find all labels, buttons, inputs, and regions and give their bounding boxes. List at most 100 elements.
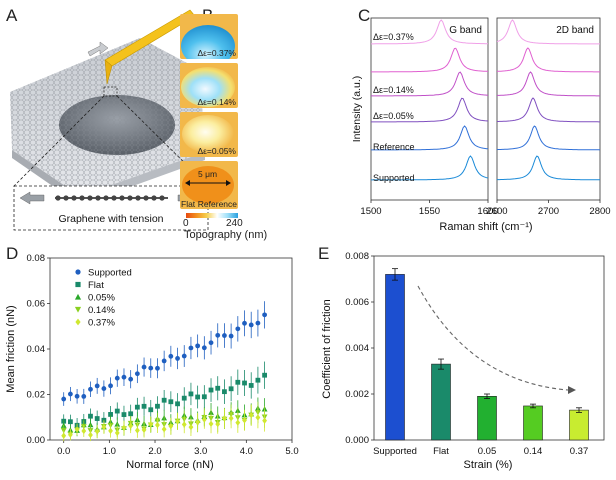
friction-point-1-14 (155, 403, 160, 409)
raman-series-label-4: Supported (373, 173, 415, 183)
friction-point-1-1 (67, 419, 73, 425)
friction-point-1-17 (175, 401, 180, 407)
panel-label-a: A (6, 6, 18, 25)
topo-tile-005: Δε=0.05% (180, 112, 238, 157)
cof-xtick-label-0: Supported (373, 446, 417, 457)
topo-tile-014: Δε=0.14% (180, 63, 238, 108)
strain-label-005: Δε=0.05% (197, 146, 236, 156)
friction-point-4-10 (128, 422, 134, 430)
panel-label-e: E (318, 244, 330, 263)
friction-xtick-label-2: 2.0 (148, 446, 161, 457)
friction-point-0-6 (101, 386, 107, 391)
friction-point-1-18 (181, 395, 187, 401)
friction-point-4-25 (228, 415, 234, 422)
graphene-tension-label: Graphene with tension (58, 213, 163, 225)
friction-point-4-18 (181, 421, 187, 428)
friction-point-4-27 (242, 417, 247, 424)
friction-point-0-13 (148, 365, 154, 371)
raman-trace-0-037 (371, 19, 488, 45)
raman-series-label-0: Δε=0.37% (373, 32, 414, 42)
friction-ytick-label-3: 0.06 (27, 299, 46, 310)
friction-legend-marker-3 (74, 306, 82, 313)
friction-legend-label-4: 0.37% (88, 318, 115, 329)
topography-colorbar (186, 213, 238, 218)
friction-point-0-4 (88, 386, 93, 392)
friction-point-4-20 (195, 418, 201, 426)
friction-point-4-14 (155, 421, 160, 429)
friction-point-4-0 (61, 432, 67, 439)
friction-point-0-3 (81, 394, 87, 399)
friction-point-4-22 (208, 420, 214, 428)
raman-trace-1-005 (497, 71, 600, 97)
friction-point-0-5 (94, 383, 100, 389)
friction-point-0-19 (188, 345, 194, 351)
friction-point-4-21 (201, 416, 207, 423)
raman-trace-0-005 (371, 71, 489, 97)
raman-series-label-3: Reference (373, 142, 415, 152)
cof-xtick-label-3: 0.14 (524, 446, 543, 457)
friction-point-4-26 (235, 419, 241, 426)
cof-bar-0 (385, 274, 405, 441)
friction-point-0-20 (195, 343, 201, 349)
friction-point-0-18 (181, 353, 187, 359)
friction-ytick-label-0: 0.00 (27, 435, 46, 446)
friction-point-0-10 (128, 376, 134, 382)
cof-xtick-label-4: 0.37 (570, 446, 589, 457)
friction-point-4-11 (134, 427, 140, 434)
raman-trace-0-014 (371, 47, 489, 73)
cof-bar-4 (569, 409, 589, 441)
topo-tile-reference: 5 μm Flat Reference (180, 161, 238, 209)
friction-legend-marker-1 (75, 281, 81, 288)
cof-ylabel: Coefficient of friction (321, 299, 333, 398)
friction-point-1-25 (228, 386, 234, 392)
friction-point-0-11 (134, 371, 140, 377)
friction-legend-label-1: Flat (88, 280, 104, 291)
friction-point-0-2 (74, 393, 80, 399)
raman-xtick-label-1-0: 2600 (486, 206, 507, 217)
friction-point-4-13 (148, 421, 154, 428)
raman-trace-1-037 (496, 19, 600, 45)
scale-bar-label: 5 μm (198, 169, 218, 179)
friction-point-4-16 (168, 422, 174, 430)
friction-point-1-19 (188, 391, 194, 397)
friction-point-4-28 (248, 411, 254, 419)
friction-point-0-26 (235, 326, 241, 332)
raman-xtick-label-1-2: 2800 (589, 206, 610, 217)
friction-point-1-24 (222, 389, 227, 395)
raman-trace-1-014 (496, 47, 600, 73)
friction-xtick-label-1: 1.0 (103, 446, 116, 457)
friction-point-1-5 (94, 416, 100, 421)
graphene-chain (55, 195, 168, 201)
raman-subplot-title-0: G band (449, 25, 482, 36)
friction-point-0-14 (155, 365, 160, 371)
raman-trace-1-reference (496, 125, 601, 151)
friction-point-1-13 (148, 407, 154, 413)
friction-xtick-label-5: 5.0 (285, 446, 298, 457)
raman-ylabel: Intensity (a.u.) (351, 76, 363, 143)
raman-frame-1 (496, 17, 601, 201)
friction-point-0-23 (215, 332, 221, 338)
trend-arrow-head (568, 386, 576, 394)
raman-series-label-2: Δε=0.05% (373, 111, 414, 121)
friction-point-1-4 (88, 413, 93, 419)
friction-point-4-1 (67, 431, 73, 438)
raman-xtick-label-1-1: 2700 (538, 206, 559, 217)
friction-legend-marker-0 (75, 269, 81, 275)
friction-point-4-4 (88, 431, 93, 439)
friction-point-0-28 (248, 322, 254, 328)
friction-point-4-3 (81, 427, 87, 435)
friction-point-1-30 (262, 372, 268, 378)
zoom-inset (13, 185, 209, 231)
friction-point-1-11 (134, 404, 140, 410)
friction-point-4-7 (108, 427, 113, 435)
friction-point-1-29 (255, 377, 261, 383)
raman-xlabel: Raman shift (cm⁻¹) (439, 221, 532, 233)
friction-legend-marker-4 (75, 318, 81, 326)
tip-motion-arrow (87, 41, 109, 57)
colorbar-min: 0 (183, 218, 189, 229)
colorbar-label: Topography (nm) (184, 229, 268, 241)
friction-point-1-10 (128, 411, 134, 417)
strain-label-037: Δε=0.37% (197, 48, 236, 58)
